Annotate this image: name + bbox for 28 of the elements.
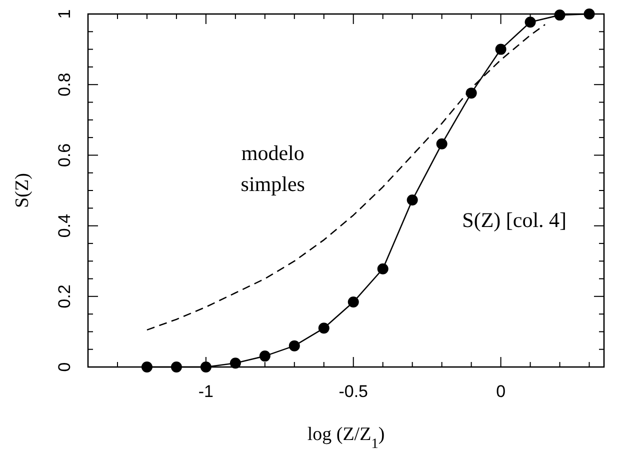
point (259, 350, 270, 362)
y-tick-label: 0 (55, 362, 74, 372)
point (554, 10, 566, 21)
point (495, 44, 506, 55)
point (436, 138, 448, 150)
x-tick-label: -1 (198, 382, 214, 401)
y-axis-title: S(Z) (12, 173, 33, 208)
y-tick-label: 0.6 (55, 143, 74, 168)
point (288, 340, 300, 352)
point (230, 358, 241, 369)
point (584, 8, 595, 20)
y-tick-label: 0.8 (55, 72, 74, 96)
x-tick-label: 0 (496, 382, 506, 401)
x-axis-title: log (Z/Z$_{1}$) (307, 424, 385, 452)
point (524, 16, 536, 28)
point (141, 362, 152, 372)
point (318, 322, 330, 334)
x-tick-label: -0.5 (338, 382, 368, 401)
y-tick-label: 0.4 (55, 214, 74, 238)
point (377, 263, 388, 274)
point (170, 362, 182, 372)
legend-label: S(Z) [col. 4] (462, 208, 567, 232)
point (200, 362, 212, 372)
point (406, 194, 418, 206)
y-tick-label: 1 (55, 9, 74, 19)
point (348, 296, 359, 308)
y-tick-label: 0.2 (55, 284, 74, 308)
text: modelo simples (240, 140, 305, 196)
